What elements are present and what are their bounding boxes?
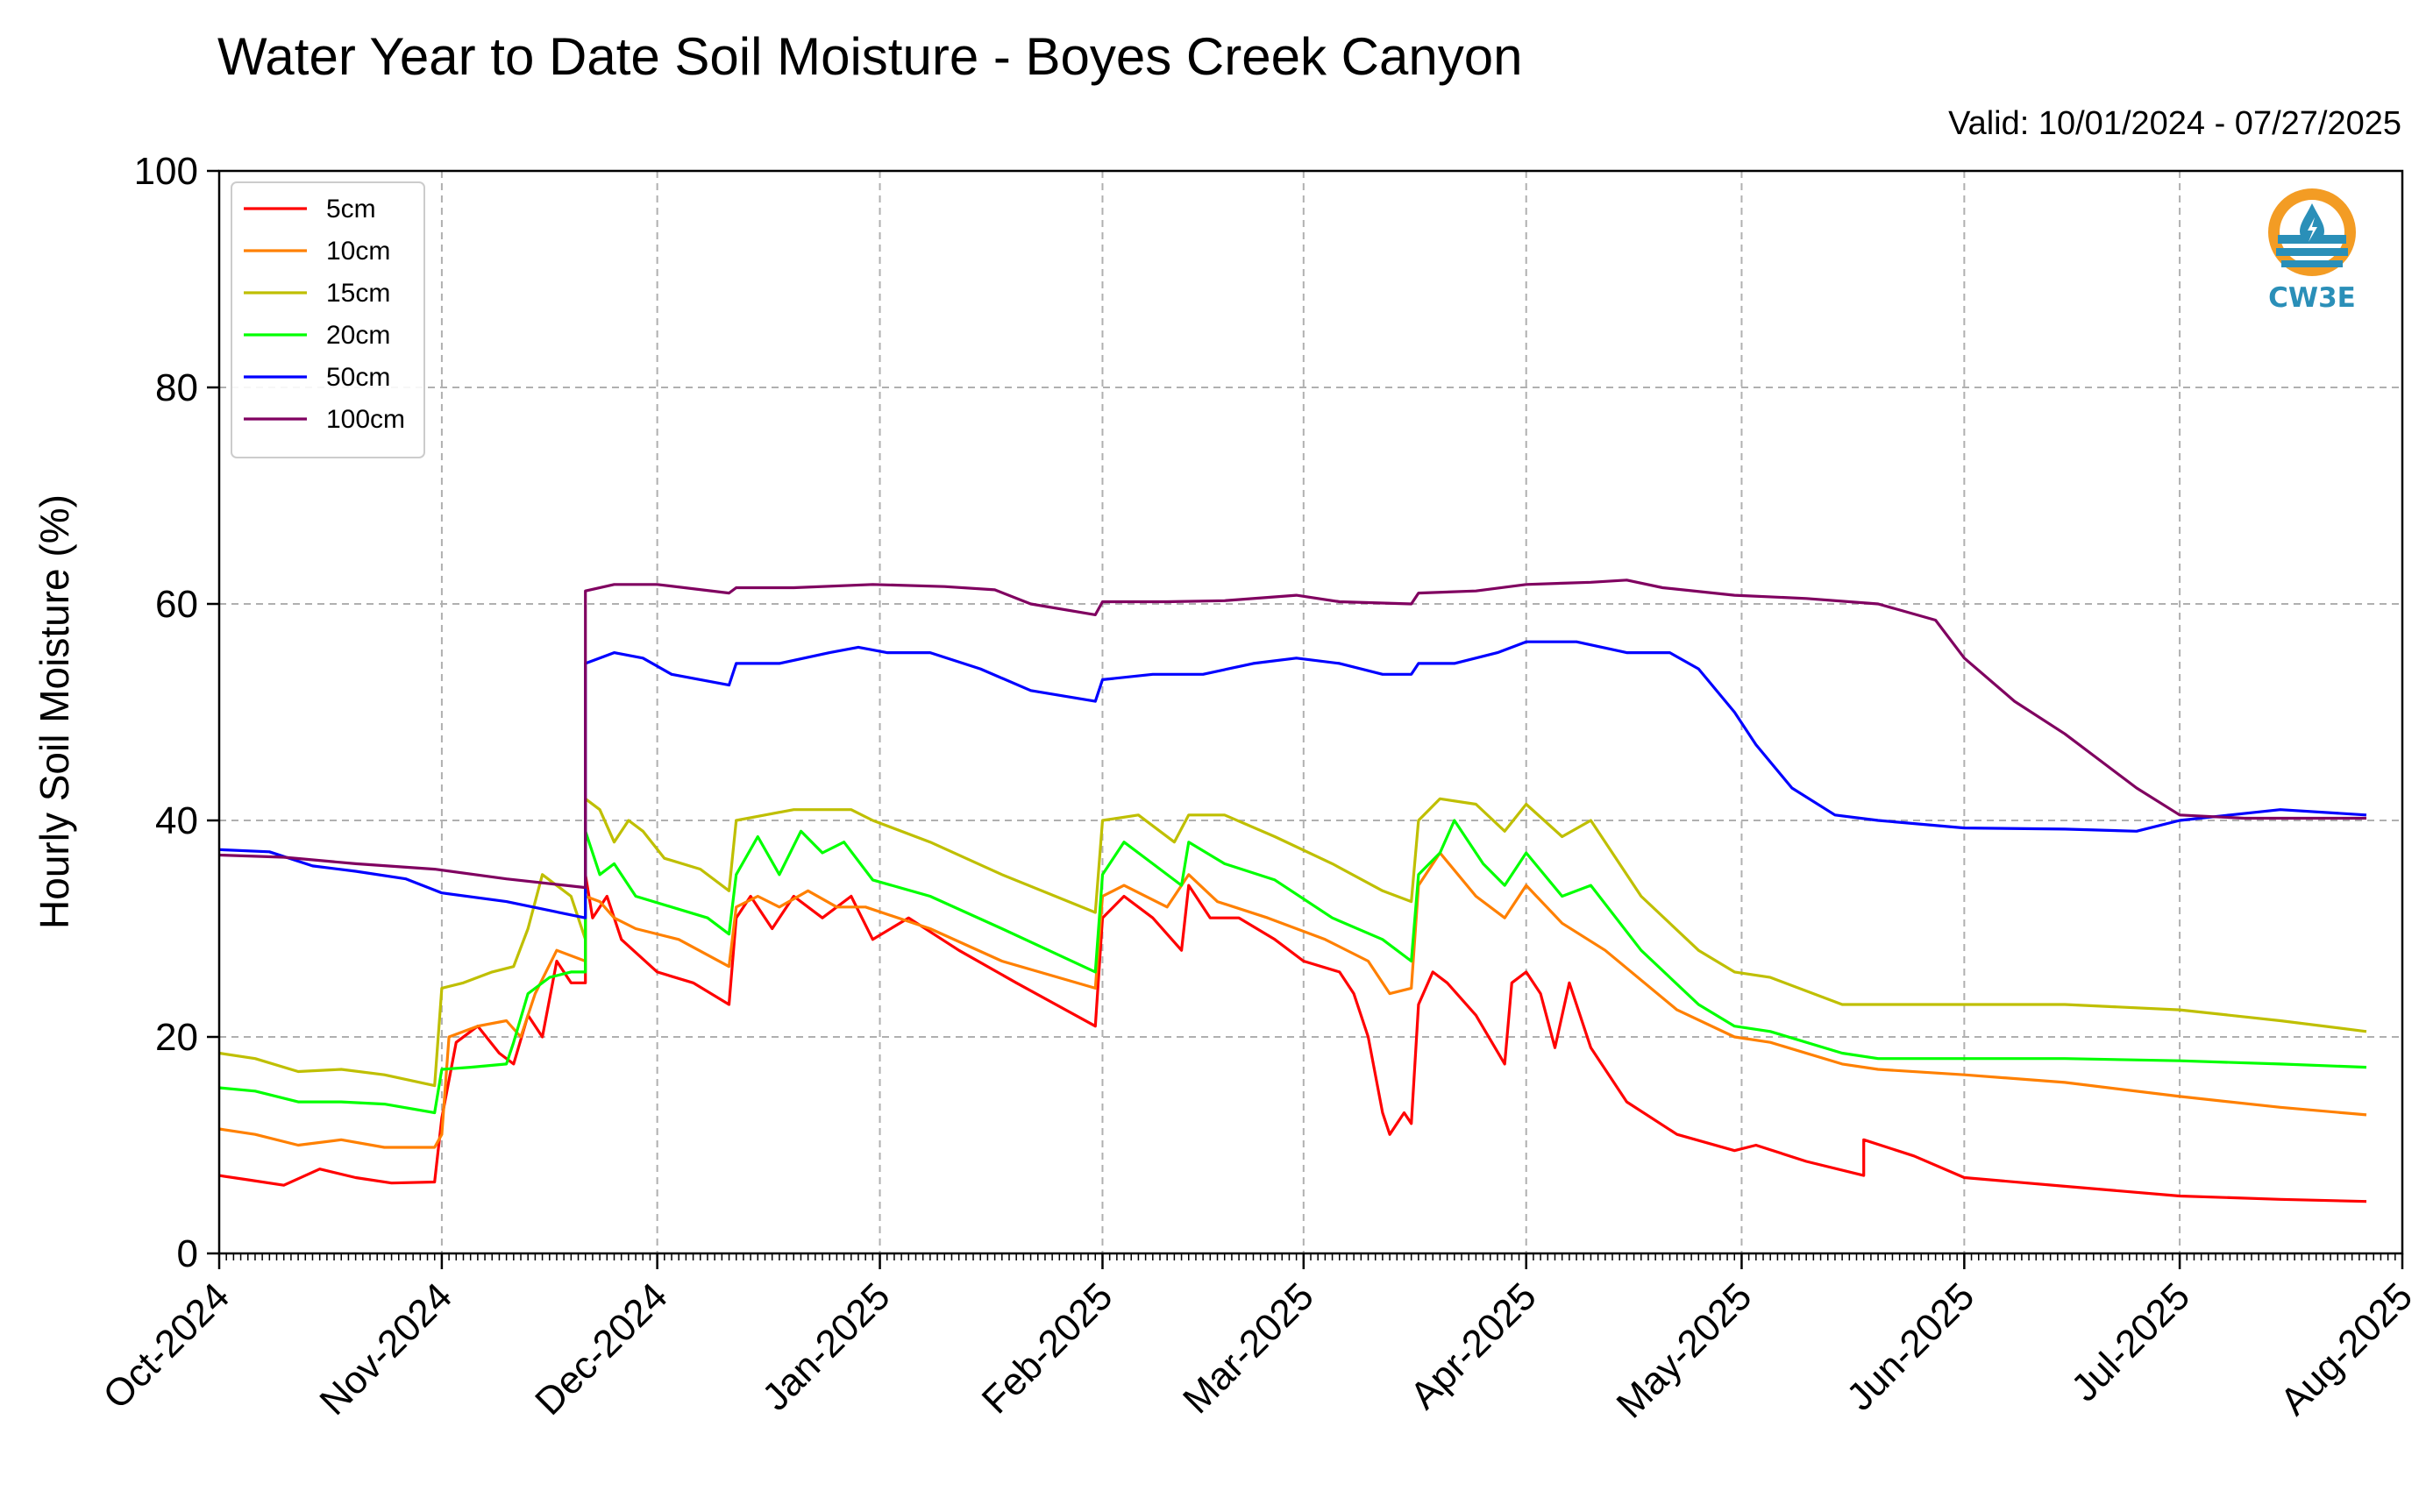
legend-label-10cm: 10cm: [326, 237, 390, 266]
plot-frame: [217, 169, 2404, 1255]
series-line-20cm: [218, 819, 2367, 1115]
x-tick-label: Apr-2025: [1402, 1274, 1545, 1417]
x-tick-label: May-2025: [1609, 1274, 1761, 1426]
legend-label-5cm: 5cm: [326, 195, 376, 224]
series-line-10cm: [218, 851, 2367, 1149]
y-tick-label: 20: [155, 1016, 198, 1059]
legend-label-50cm: 50cm: [326, 363, 390, 392]
x-tick-label: Oct-2024: [95, 1274, 238, 1417]
chart-title: Water Year to Date Soil Moisture - Boyes…: [217, 27, 1523, 86]
cw3e-logo: CW3E: [2255, 184, 2369, 324]
x-tick-label: Jun-2025: [1839, 1274, 1982, 1418]
legend: 5cm 10cm 15cm 20cm 50cm 100cm: [231, 181, 425, 458]
y-axis-label: Hourly Soil Moisture (%): [32, 494, 77, 929]
series-line-100cm: [218, 579, 2366, 890]
cw3e-logo-text: CW3E: [2268, 282, 2356, 314]
y-tick-label: 80: [155, 366, 198, 409]
series-line-15cm: [218, 797, 2367, 1088]
legend-label-15cm: 15cm: [326, 279, 390, 308]
series-lines: [218, 579, 2367, 1203]
series-line-5cm: [218, 873, 2367, 1203]
y-tick-label: 60: [155, 583, 198, 626]
x-tick-label: Feb-2025: [974, 1274, 1121, 1422]
x-tick-label: Jul-2025: [2063, 1274, 2198, 1409]
legend-label-100cm: 100cm: [326, 405, 405, 434]
legend-label-20cm: 20cm: [326, 321, 390, 350]
y-tick-label: 100: [134, 150, 198, 193]
grid-lines: [219, 171, 2402, 1253]
chart-subtitle: Valid: 10/01/2024 - 07/27/2025: [1948, 105, 2401, 142]
cw3e-logo-icon: [2268, 188, 2356, 276]
x-tick-label: Nov-2024: [311, 1274, 460, 1423]
x-tick-label: Dec-2024: [527, 1274, 676, 1423]
x-tick-label: Aug-2025: [2272, 1274, 2421, 1423]
x-tick-label: Jan-2025: [754, 1274, 898, 1418]
series-line-50cm: [218, 640, 2367, 919]
y-tick-label: 40: [155, 799, 198, 842]
y-tick-label: 0: [177, 1232, 198, 1275]
axis-ticks: 0 20 40 60 80 100 Oct-2024 Nov-2024 Dec-2024 Jan-…: [95, 150, 2421, 1426]
x-tick-label: Mar-2025: [1175, 1274, 1322, 1422]
